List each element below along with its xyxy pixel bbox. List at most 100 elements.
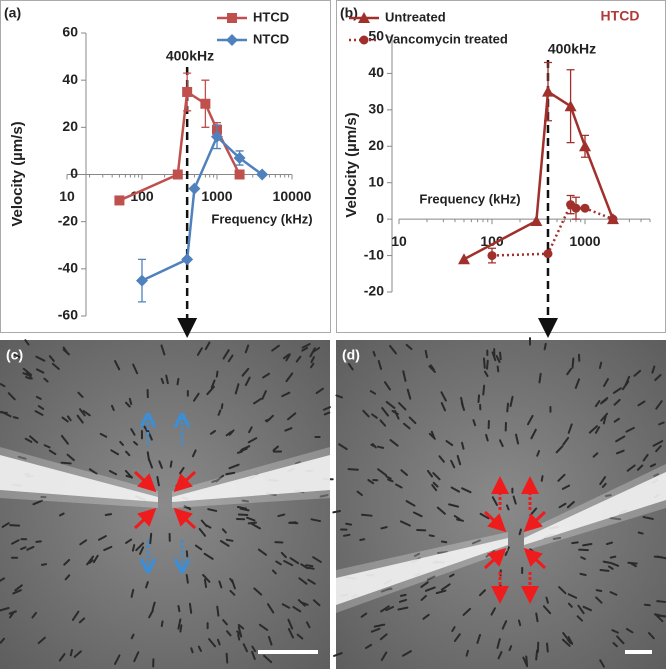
panel-frame bbox=[336, 0, 666, 333]
cell bbox=[215, 370, 219, 378]
cell bbox=[285, 372, 294, 383]
cell bbox=[431, 484, 438, 492]
cell bbox=[542, 605, 552, 615]
cell bbox=[133, 651, 140, 663]
cell bbox=[222, 349, 230, 360]
cell bbox=[124, 469, 133, 479]
cell bbox=[204, 341, 211, 351]
cell bbox=[430, 430, 436, 439]
cell bbox=[402, 422, 411, 430]
cell bbox=[369, 390, 377, 395]
cell bbox=[637, 531, 644, 535]
annotation: 400kHz bbox=[548, 41, 596, 57]
cell bbox=[24, 437, 33, 443]
cell bbox=[426, 575, 436, 581]
cell bbox=[373, 623, 386, 628]
cell bbox=[558, 586, 567, 595]
cell bbox=[602, 415, 607, 425]
cell bbox=[501, 620, 508, 630]
cell bbox=[305, 621, 311, 629]
cell bbox=[506, 402, 510, 413]
cell bbox=[1, 522, 10, 528]
cell bbox=[387, 478, 394, 483]
cell bbox=[567, 636, 574, 645]
cell bbox=[595, 589, 603, 592]
cell bbox=[216, 605, 220, 617]
cell bbox=[499, 439, 504, 448]
cell bbox=[237, 626, 243, 638]
cell bbox=[225, 538, 234, 542]
marker bbox=[114, 195, 125, 206]
cell bbox=[64, 574, 71, 581]
red-arrow bbox=[133, 507, 157, 530]
cell bbox=[128, 397, 133, 406]
x-tick-label: 100 bbox=[480, 233, 504, 249]
cell bbox=[356, 490, 363, 497]
cell bbox=[372, 350, 376, 357]
cell bbox=[12, 589, 22, 595]
cell bbox=[271, 344, 280, 352]
cell bbox=[362, 409, 370, 418]
series-line bbox=[491, 202, 614, 257]
marker bbox=[181, 253, 194, 266]
cell bbox=[420, 594, 427, 601]
cell bbox=[62, 348, 71, 356]
cell bbox=[546, 642, 549, 653]
y-tick-label: 50 bbox=[368, 28, 384, 44]
y-tick-label: 10 bbox=[368, 173, 384, 189]
cell bbox=[398, 402, 407, 411]
cell bbox=[250, 522, 261, 530]
cell bbox=[514, 433, 520, 445]
cell bbox=[248, 426, 253, 434]
cell bbox=[456, 454, 462, 466]
cell bbox=[130, 428, 136, 436]
cell bbox=[495, 355, 501, 363]
cell bbox=[595, 596, 603, 604]
cell bbox=[179, 466, 185, 475]
x-tick-label: 1000 bbox=[201, 188, 232, 204]
cell bbox=[146, 451, 150, 462]
cell bbox=[567, 423, 573, 434]
cell bbox=[211, 478, 220, 483]
cell bbox=[82, 410, 91, 417]
y-tick-label: 40 bbox=[62, 71, 78, 87]
cell bbox=[315, 387, 325, 395]
cell bbox=[104, 513, 113, 517]
cell bbox=[637, 400, 646, 407]
cell bbox=[566, 500, 575, 509]
cell bbox=[197, 645, 203, 652]
cell bbox=[609, 591, 618, 596]
cell bbox=[151, 601, 156, 611]
panel-label: (c) bbox=[6, 347, 23, 363]
cell bbox=[615, 435, 626, 443]
cell bbox=[43, 377, 49, 383]
cell bbox=[364, 643, 373, 650]
cell bbox=[465, 649, 470, 657]
cell bbox=[440, 402, 447, 412]
cell bbox=[440, 391, 447, 402]
cell bbox=[130, 633, 135, 640]
cell bbox=[379, 419, 387, 427]
cell bbox=[237, 633, 241, 641]
cell bbox=[125, 538, 133, 544]
cell bbox=[22, 367, 33, 376]
cell bbox=[478, 589, 486, 597]
cell bbox=[119, 440, 125, 446]
cell bbox=[149, 532, 153, 545]
cell bbox=[605, 541, 614, 546]
cell bbox=[281, 391, 291, 398]
cell bbox=[491, 496, 498, 506]
cell bbox=[35, 395, 42, 400]
cell bbox=[642, 516, 654, 520]
cell bbox=[483, 370, 489, 378]
cell bbox=[160, 344, 166, 356]
cell bbox=[496, 365, 500, 373]
cell bbox=[288, 521, 297, 524]
electrode-glow bbox=[336, 532, 508, 613]
cell bbox=[66, 415, 72, 422]
cell bbox=[176, 377, 180, 386]
cell bbox=[579, 572, 587, 577]
cell bbox=[301, 342, 311, 349]
cell bbox=[557, 473, 566, 482]
y-tick-label: -20 bbox=[58, 212, 78, 228]
